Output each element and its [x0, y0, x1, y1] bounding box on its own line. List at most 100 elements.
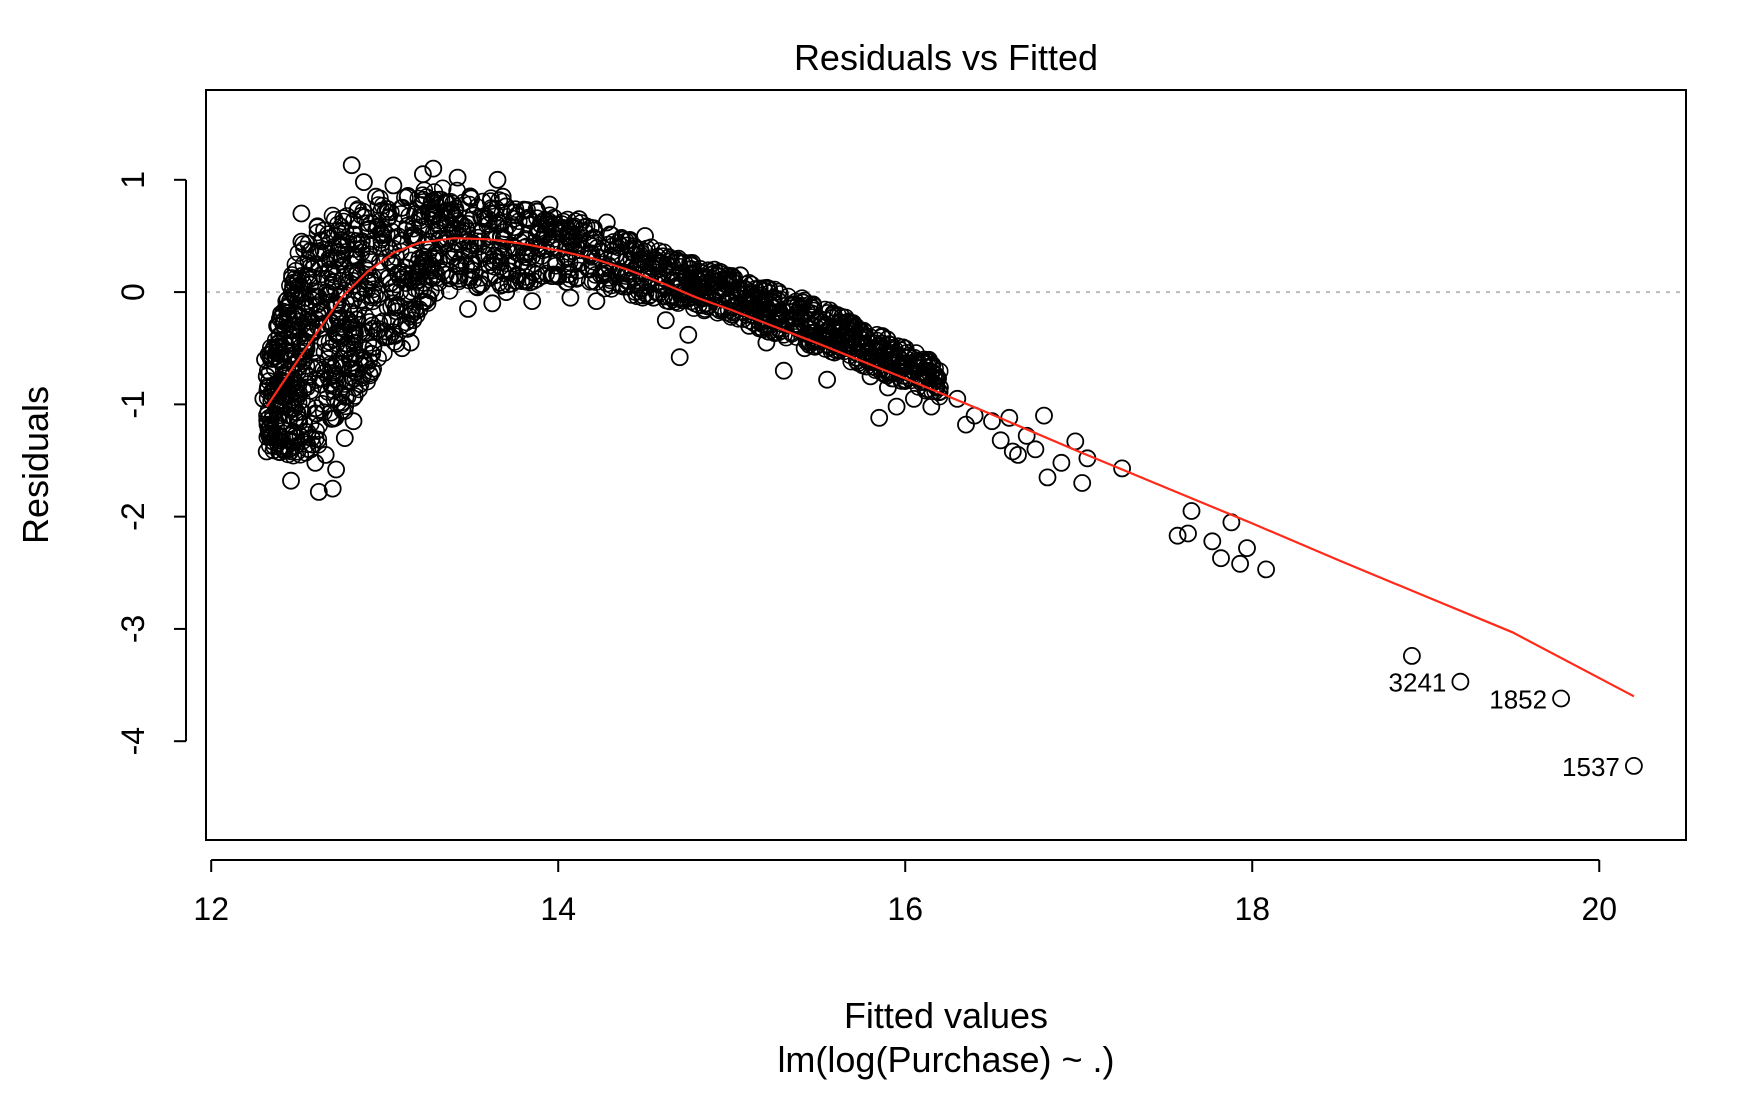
- residual-point: [449, 272, 468, 291]
- residual-point: [428, 269, 446, 287]
- residual-point: [281, 346, 300, 365]
- residual-point: [300, 270, 318, 289]
- residual-point: [724, 297, 742, 316]
- residual-point: [407, 306, 426, 324]
- residual-point: [280, 406, 299, 425]
- residual-point: [520, 210, 539, 228]
- residual-point: [401, 333, 420, 352]
- residual-point: [666, 292, 685, 311]
- residual-point: [293, 403, 312, 421]
- residual-point: [748, 294, 767, 313]
- residual-point: [380, 208, 398, 226]
- residual-point: [1038, 468, 1057, 487]
- residual-point: [879, 335, 898, 353]
- residual-point: [338, 310, 357, 328]
- residual-point: [497, 197, 516, 216]
- residual-point: [812, 326, 831, 345]
- residual-point: [1231, 554, 1249, 573]
- residual-point: [262, 384, 281, 403]
- residual-point: [587, 292, 606, 311]
- residual-point: [490, 191, 509, 209]
- residual-point: [399, 266, 417, 285]
- residual-point: [282, 471, 300, 490]
- residual-point: [619, 271, 638, 290]
- residual-point: [540, 195, 559, 214]
- residual-point: [755, 279, 773, 297]
- residual-point: [629, 282, 648, 301]
- residual-point: [585, 234, 604, 252]
- y-axis-label: Residuals: [15, 386, 56, 544]
- residual-point: [323, 206, 342, 225]
- residual-point: [779, 287, 798, 306]
- y-tick-label: 0: [115, 283, 151, 301]
- residual-point: [285, 305, 304, 324]
- residual-point: [345, 305, 364, 323]
- residual-point: [1257, 560, 1275, 579]
- residual-point: [349, 299, 368, 318]
- residual-point: [324, 359, 342, 378]
- residual-point: [870, 408, 889, 427]
- x-tick-label: 20: [1581, 891, 1617, 927]
- residual-point: [799, 325, 817, 344]
- residual-point: [400, 307, 419, 326]
- residual-point: [275, 372, 294, 391]
- residual-point: [289, 244, 308, 262]
- residual-point: [570, 210, 588, 229]
- residual-point: [320, 249, 339, 268]
- residual-point: [691, 262, 710, 281]
- residual-point: [737, 306, 756, 324]
- outlier-label-1537: 1537: [1562, 752, 1620, 782]
- residual-point: [644, 255, 663, 274]
- residual-point: [341, 267, 360, 286]
- residual-point: [481, 227, 499, 246]
- residual-point: [257, 367, 276, 386]
- residual-point: [705, 260, 724, 279]
- residual-point: [506, 200, 525, 218]
- residual-point: [344, 264, 363, 282]
- residual-point: [374, 220, 393, 238]
- residual-point: [699, 297, 717, 316]
- residual-point: [922, 397, 941, 416]
- residual-point: [661, 252, 679, 271]
- x-tick-label: 12: [193, 891, 229, 927]
- residual-point: [766, 311, 784, 330]
- residual-point: [948, 389, 967, 408]
- residual-point: [302, 429, 321, 448]
- residual-point: [419, 250, 437, 269]
- residual-point: [292, 232, 311, 251]
- residual-point: [271, 308, 290, 327]
- residual-point: [321, 403, 340, 422]
- residual-point: [370, 253, 389, 271]
- residual-point: [411, 205, 430, 223]
- residual-point: [1552, 689, 1570, 708]
- y-tick-label: -2: [115, 502, 151, 530]
- residual-point: [559, 265, 578, 284]
- residual-point: [299, 308, 317, 326]
- residual-point: [441, 269, 460, 288]
- residual-point: [1052, 453, 1071, 472]
- x-tick-label: 16: [887, 891, 923, 927]
- residual-point: [354, 202, 373, 221]
- residual-point: [407, 231, 426, 249]
- residual-point: [572, 214, 590, 232]
- x-axis-label: Fitted values: [844, 995, 1048, 1036]
- residual-point: [324, 238, 342, 256]
- residual-point: [523, 292, 542, 311]
- residual-point: [638, 266, 657, 285]
- residual-point: [1203, 532, 1222, 551]
- residual-point: [375, 322, 394, 341]
- residual-point: [312, 319, 330, 338]
- residual-point: [289, 271, 307, 290]
- residual-point: [505, 221, 524, 240]
- residual-point: [366, 286, 384, 304]
- residual-point: [297, 339, 316, 358]
- residual-point: [869, 337, 887, 356]
- residual-point: [314, 314, 333, 333]
- residual-point: [260, 362, 279, 381]
- residual-point: [257, 442, 276, 461]
- residual-point: [656, 311, 675, 330]
- y-tick-label: -4: [115, 727, 151, 755]
- residual-point: [372, 239, 390, 257]
- residual-point: [861, 367, 880, 386]
